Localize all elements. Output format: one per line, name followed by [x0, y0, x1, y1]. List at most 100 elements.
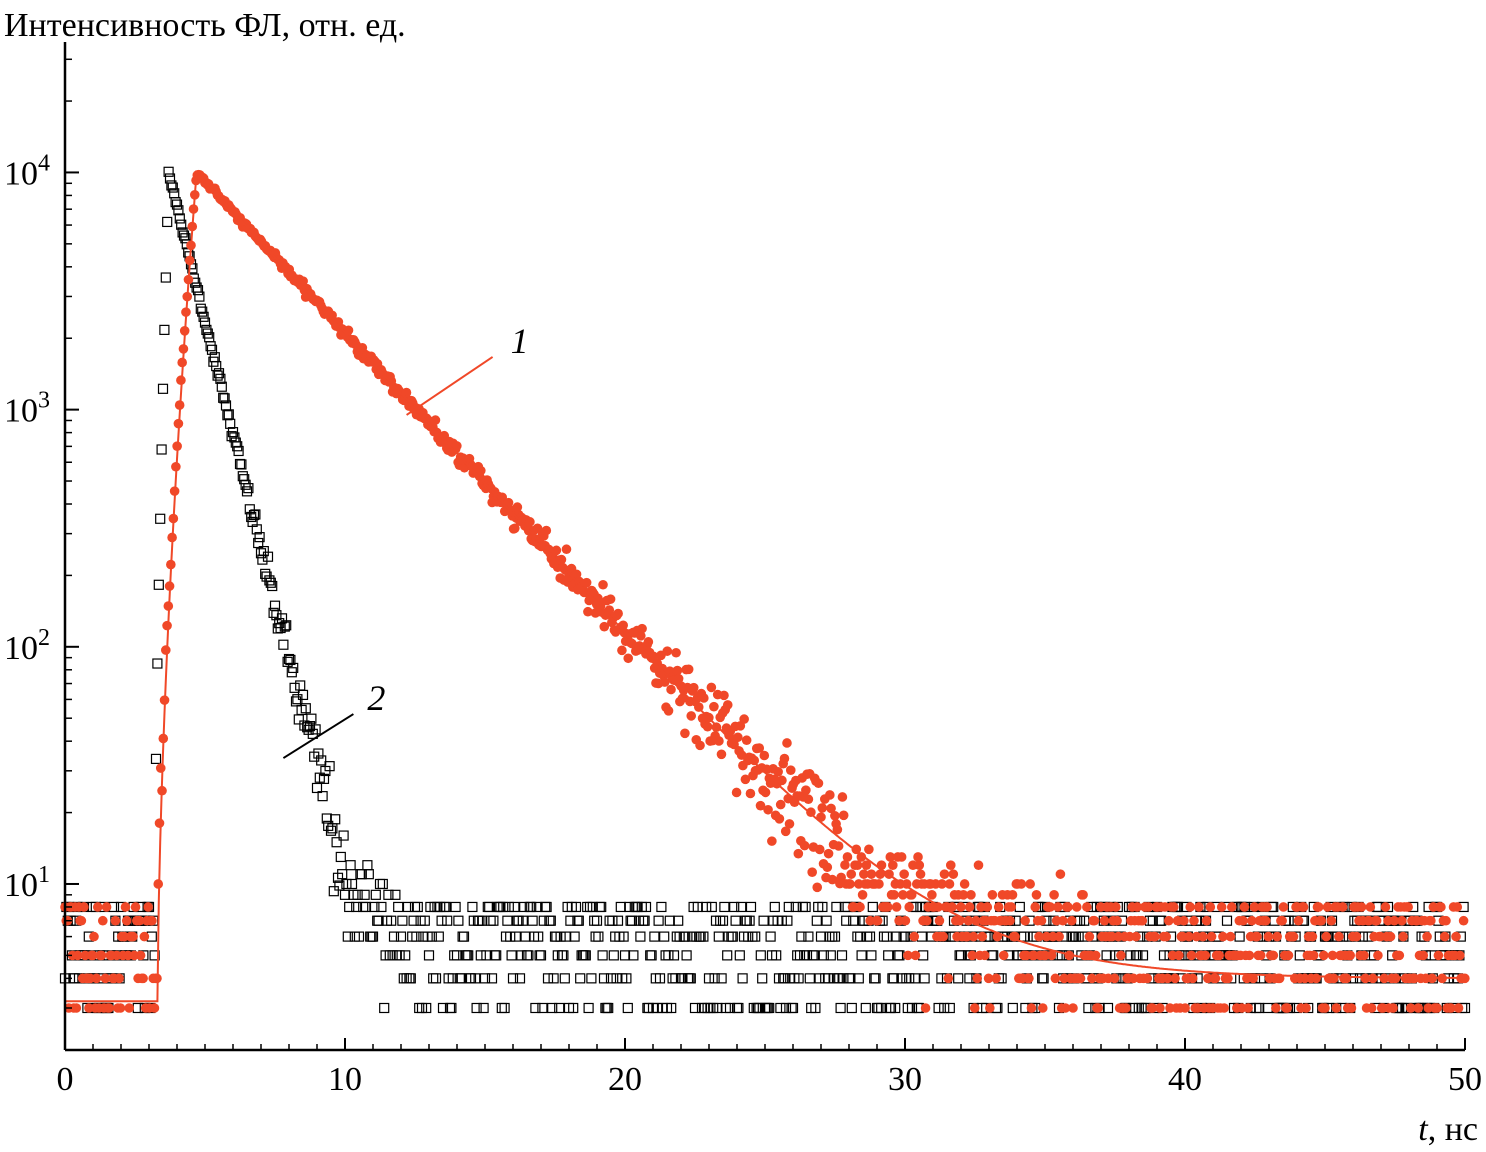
series-1-point [1283, 950, 1294, 961]
series-1-point [1084, 931, 1095, 942]
series-2-point [1158, 950, 1170, 961]
series-1-point [162, 620, 172, 631]
series-2-point [157, 383, 169, 394]
series-2-point [626, 915, 638, 926]
series-1-point [896, 852, 907, 862]
series-1-point [914, 860, 925, 870]
series-2-point [764, 1002, 775, 1014]
series-2-point [1251, 1002, 1262, 1014]
series-2-point [1137, 950, 1149, 961]
series-2-point [702, 1002, 713, 1014]
series-2-point [605, 973, 617, 984]
series-1-point [1132, 902, 1143, 912]
series-2-point [737, 973, 748, 984]
series-2-point [755, 950, 766, 961]
series-2-point [533, 931, 544, 942]
series-2-point [821, 915, 832, 926]
series-1-point [96, 950, 107, 961]
series-1-point [991, 973, 1001, 984]
series-1-point [1093, 1003, 1103, 1013]
series-2-point [596, 901, 607, 913]
series-2-point [409, 901, 421, 913]
series-1-point [1373, 950, 1383, 961]
series-2-point [428, 973, 439, 984]
x-tick-label: 10 [328, 1061, 362, 1098]
series-2-point [706, 901, 717, 913]
series-2-point [373, 915, 384, 926]
series-2-point [180, 233, 191, 244]
series-2-point [531, 901, 542, 913]
series-2-point [734, 950, 745, 961]
series-1-point [813, 778, 824, 789]
series-1-point [1016, 879, 1027, 889]
series-1-point [128, 931, 138, 942]
series-1-point [845, 879, 855, 889]
series-2-point [545, 915, 556, 926]
series-2-point [353, 931, 365, 942]
series-2-point [836, 950, 848, 961]
series-1-point [1380, 902, 1391, 912]
series-2-point [870, 973, 881, 984]
series-2-point [282, 656, 293, 667]
series-1-point [1334, 931, 1344, 942]
series-2-point [801, 950, 813, 961]
series-2-point [730, 915, 741, 926]
series-1-point [643, 637, 654, 647]
series-2-point [405, 973, 416, 984]
series-2-point [421, 1002, 432, 1014]
series-2-point [156, 444, 167, 455]
series-1-point [1186, 950, 1197, 961]
series-1-point [672, 665, 683, 676]
series-1-point [617, 645, 627, 656]
annotation-1-leader [406, 356, 494, 416]
series-1-point [98, 915, 108, 926]
series-1-point [1405, 1003, 1416, 1013]
series-2-point [300, 703, 311, 714]
series-1-point [1187, 973, 1198, 984]
series-2-point [570, 901, 582, 913]
series-2-point [933, 1002, 944, 1014]
series-1-point [1111, 902, 1121, 912]
series-2-point [558, 950, 569, 961]
series-1-point [695, 740, 705, 751]
series-2-point [783, 901, 794, 913]
series-2-point [561, 931, 572, 942]
series-1-point [1277, 915, 1287, 926]
series-1-point [1163, 915, 1174, 926]
series-2-point [906, 1002, 918, 1014]
series-2-point [426, 931, 437, 942]
series-1-point [945, 860, 956, 870]
series-2-point [318, 773, 330, 784]
series-2-point [225, 418, 236, 429]
series-2-point [254, 532, 265, 543]
series-1-point [1248, 973, 1258, 984]
series-2-point [213, 368, 225, 379]
series-1-point [1441, 915, 1451, 926]
series-2-point [526, 901, 537, 913]
series-1-point [1244, 950, 1255, 961]
series-1-point [623, 653, 634, 664]
series-2-point [953, 973, 964, 984]
series-1-point [680, 728, 690, 739]
series-2-point [174, 213, 185, 224]
series-2-point [250, 509, 261, 520]
series-1-point [846, 869, 857, 879]
series-2-point [939, 1002, 950, 1014]
series-2-point [290, 696, 302, 707]
series-1-point [729, 739, 739, 750]
series-2-point [304, 720, 316, 732]
series-1-point [754, 743, 765, 753]
series-1-point [1346, 1003, 1357, 1013]
series-2-point [765, 931, 776, 942]
y-tick-base: 10 [4, 630, 38, 667]
series-2-point [1234, 931, 1245, 942]
series-2-point [827, 931, 838, 942]
series-1-point [1082, 902, 1092, 912]
series-2-point [666, 1002, 677, 1014]
series-1-point [1341, 973, 1352, 984]
series-2-point [750, 931, 761, 942]
series-1-point [1239, 902, 1250, 912]
series-2-point [478, 1002, 489, 1014]
series-2-point [359, 889, 370, 900]
series-2-point [757, 973, 768, 984]
